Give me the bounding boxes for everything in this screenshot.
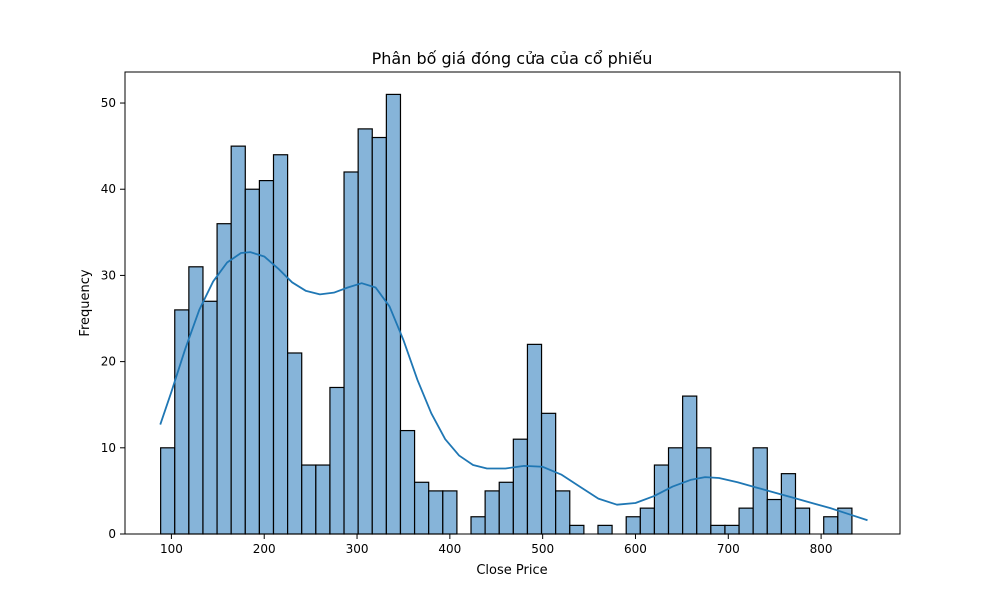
histogram-bar: [160, 447, 176, 535]
y-tick-label: 20: [101, 355, 116, 369]
histogram-bar: [272, 154, 289, 535]
histogram-bar: [823, 516, 839, 535]
histogram-bar: [738, 507, 754, 535]
x-tick-label: 700: [717, 542, 740, 556]
x-axis-label: Close Price: [476, 563, 547, 578]
x-axis-ticks: 100 200 300 400 500 600 700 800: [160, 534, 833, 556]
histogram-bar: [244, 188, 260, 535]
histogram-bar: [399, 429, 416, 535]
histogram-bar: [329, 386, 345, 535]
histogram-bar: [442, 490, 458, 535]
histogram-bar: [794, 507, 811, 535]
y-axis-ticks: 0 10 20 30 40 50: [101, 96, 125, 541]
histogram-bar: [512, 438, 529, 535]
histogram-bar: [484, 490, 500, 535]
y-tick-label: 50: [101, 96, 116, 110]
histogram-bar: [724, 524, 740, 535]
y-axis-label: Frequency: [78, 269, 93, 336]
histogram-bar: [597, 524, 613, 535]
y-tick-label: 0: [108, 527, 116, 541]
histogram-bar: [710, 524, 726, 535]
x-tick-label: 200: [253, 542, 276, 556]
histogram-bar: [371, 136, 387, 535]
histogram-bar: [413, 481, 430, 535]
histogram-bar: [343, 171, 359, 535]
histogram-bar: [696, 447, 712, 535]
histogram-bar: [258, 180, 275, 535]
histogram-bar: [230, 145, 246, 535]
histogram-bar: [625, 516, 641, 535]
histogram-bar: [667, 447, 684, 535]
histogram-bar: [526, 343, 543, 535]
y-tick-label: 10: [101, 441, 116, 455]
histogram-bar: [569, 524, 585, 535]
histogram-bar: [301, 464, 317, 535]
histogram-bar: [555, 490, 571, 535]
plot-frame: [124, 71, 901, 535]
histogram-bar: [428, 490, 444, 535]
histogram-bar: [498, 481, 514, 535]
histogram-bar: [682, 395, 698, 535]
x-tick-label: 300: [346, 542, 369, 556]
x-tick-label: 500: [531, 542, 554, 556]
histogram-bar: [766, 498, 782, 535]
kde-layer: [159, 251, 868, 522]
histogram-bar: [287, 352, 303, 535]
kde-curve: [159, 251, 868, 522]
x-tick-label: 100: [160, 542, 183, 556]
bars-layer: [160, 93, 853, 535]
histogram-bar: [216, 223, 232, 535]
x-tick-label: 600: [624, 542, 647, 556]
y-tick-label: 40: [101, 182, 116, 196]
histogram-bar: [639, 507, 656, 535]
x-tick-label: 400: [438, 542, 461, 556]
histogram-bar: [540, 412, 557, 535]
histogram-bar: [202, 300, 218, 535]
x-tick-label: 800: [810, 542, 833, 556]
histogram-bar: [653, 464, 670, 535]
histogram-bar: [780, 473, 797, 535]
histogram-bar: [470, 516, 486, 535]
histogram-bar: [315, 464, 331, 535]
chart-title: Phân bố giá đóng cửa của cổ phiếu: [372, 49, 653, 68]
y-tick-label: 30: [101, 268, 116, 282]
histogram-bar: [357, 128, 373, 535]
